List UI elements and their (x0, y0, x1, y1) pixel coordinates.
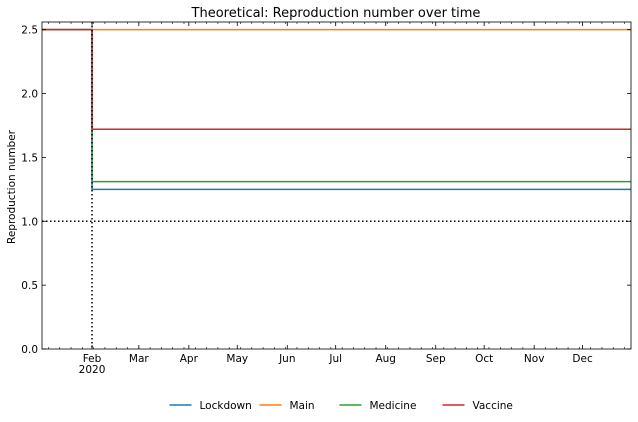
series-line-medicine (42, 28, 631, 183)
legend-label: Main (290, 400, 315, 412)
y-tick-label: 2.0 (21, 89, 38, 101)
x-tick-label: Aug (375, 353, 396, 365)
series-line-vaccine (42, 28, 631, 131)
legend-item-main: Main (259, 400, 315, 412)
y-tick-label: 0.0 (21, 344, 38, 356)
legend-label: Vaccine (473, 400, 513, 412)
y-axis-label: Reproduction number (6, 129, 18, 244)
y-tick-label: 1.0 (21, 216, 38, 228)
series-line-lockdown (42, 28, 631, 191)
y-tick-label: 1.5 (21, 152, 38, 164)
axes-frame (41, 21, 632, 350)
legend-label: Medicine (370, 400, 417, 412)
x-tick-sublabel: 2020 (79, 364, 106, 376)
x-tick-label: Feb (83, 353, 102, 365)
legend-item-medicine: Medicine (339, 400, 417, 412)
x-tick-label: Apr (180, 353, 199, 365)
legend-item-vaccine: Vaccine (442, 400, 513, 412)
x-tick-label: May (226, 353, 248, 365)
x-tick-label: Sep (426, 353, 446, 365)
legend-label: Lockdown (200, 400, 252, 412)
y-tick-label: 0.5 (21, 280, 38, 292)
x-tick-label: Nov (524, 353, 545, 365)
x-tick-label: Jul (328, 353, 342, 365)
legend-item-lockdown: Lockdown (169, 400, 252, 412)
chart-title: Theoretical: Reproduction number over ti… (191, 6, 481, 21)
y-tick-label: 2.5 (21, 25, 38, 37)
legend: Lockdown Main Medicine Vaccine (169, 400, 513, 412)
x-tick-label: Oct (475, 353, 493, 365)
x-tick-label: Jun (278, 353, 295, 365)
x-tick-label: Mar (129, 353, 149, 365)
series-group (42, 28, 631, 191)
x-tick-label: Dec (572, 353, 593, 365)
